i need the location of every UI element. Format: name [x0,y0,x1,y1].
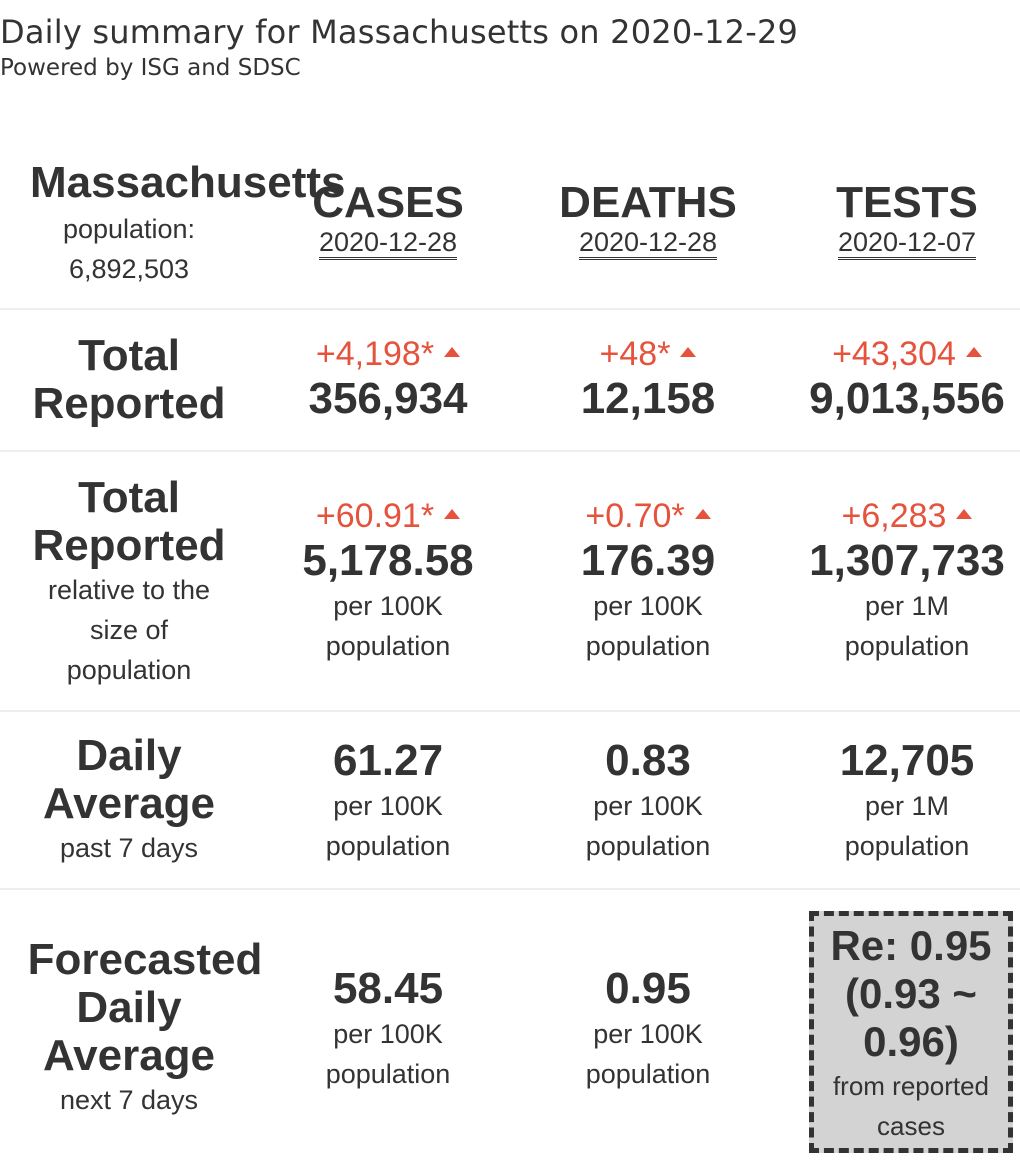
deaths-relative-value: 176.39 [580,536,716,585]
divider [0,308,1020,310]
deaths-total-value: 12,158 [580,374,716,423]
divider [0,450,1020,452]
divider [0,710,1020,712]
up-arrow-icon [965,347,982,358]
page-subtitle: Powered by ISG and SDSC [0,55,301,81]
re-estimate-box: Re: 0.95 (0.93 ~ 0.96) from reported cas… [809,911,1013,1153]
up-arrow-icon [444,347,461,358]
tests-relative-value: 1,307,733 [809,536,1005,585]
cases-forecast-cell: 58.45 per 100K population [258,964,518,1094]
cases-total-delta: +4,198* [258,334,518,374]
cases-relative-delta: +60.91* [258,496,518,536]
re-note: from reported cases [832,1071,990,1141]
tests-total-cell: +43,304 9,013,556 [778,334,1020,424]
tests-total-value: 9,013,556 [809,374,1005,423]
cases-date: 2020-12-28 [318,227,458,260]
cases-daily-value: 61.27 [332,736,444,785]
cases-total-cell: +4,198* 356,934 [258,334,518,424]
tests-total-delta: +43,304 [778,334,1020,374]
state-name: Massachusetts [30,158,346,207]
cases-relative-cell: +60.91* 5,178.58 per 100K population [258,496,518,666]
tests-title: TESTS [836,178,978,227]
deaths-forecast-cell: 0.95 per 100K population [518,964,778,1094]
cases-column-header: CASES 2020-12-28 [258,179,518,260]
tests-date: 2020-12-07 [837,227,977,260]
deaths-column-header: DEATHS 2020-12-28 [518,179,778,260]
total-reported-row: Total Reported +4,198* 356,934 +48* 12,1… [0,310,1020,450]
cases-relative-value: 5,178.58 [302,536,474,585]
cases-title: CASES [312,178,464,227]
deaths-date: 2020-12-28 [578,227,718,260]
forecast-row: Forecasted Daily Average next 7 days 58.… [0,890,1020,1160]
tests-daily-cell: 12,705 per 1M population [778,736,1020,866]
total-reported-label: Total Reported [32,331,226,428]
column-header-row: Massachusetts population: 6,892,503 CASE… [0,155,1020,305]
deaths-relative-delta: +0.70* [518,496,778,536]
tests-relative-delta: +6,283 [778,496,1020,536]
daily-average-label: Daily Average past 7 days [42,731,216,864]
forecast-label: Forecasted Daily Average next 7 days [27,935,263,1116]
cases-total-value: 356,934 [308,374,468,423]
deaths-total-delta: +48* [518,334,778,374]
deaths-daily-cell: 0.83 per 100K population [518,736,778,866]
population-value: 6,892,503 [68,254,190,284]
tests-relative-cell: +6,283 1,307,733 per 1M population [778,496,1020,666]
population-label: population: [62,214,196,244]
up-arrow-icon [956,509,973,520]
cases-forecast-value: 58.45 [332,964,444,1013]
deaths-title: DEATHS [559,178,737,227]
cases-daily-cell: 61.27 per 100K population [258,736,518,866]
page-title: Daily summary for Massachusetts on 2020-… [0,13,799,51]
up-arrow-icon [694,509,711,520]
relative-row: Total Reported relative to the size of p… [0,452,1020,710]
up-arrow-icon [444,509,461,520]
relative-label: Total Reported relative to the size of p… [32,473,226,686]
deaths-forecast-value: 0.95 [605,964,691,1013]
deaths-relative-cell: +0.70* 176.39 per 100K population [518,496,778,666]
daily-average-row: Daily Average past 7 days 61.27 per 100K… [0,712,1020,888]
divider [0,888,1020,890]
tests-daily-value: 12,705 [839,736,975,785]
up-arrow-icon [680,347,697,358]
deaths-total-cell: +48* 12,158 [518,334,778,424]
tests-column-header: TESTS 2020-12-07 [778,179,1020,260]
re-value: Re: 0.95 (0.93 ~ 0.96) [830,922,992,1065]
deaths-daily-value: 0.83 [605,736,691,785]
